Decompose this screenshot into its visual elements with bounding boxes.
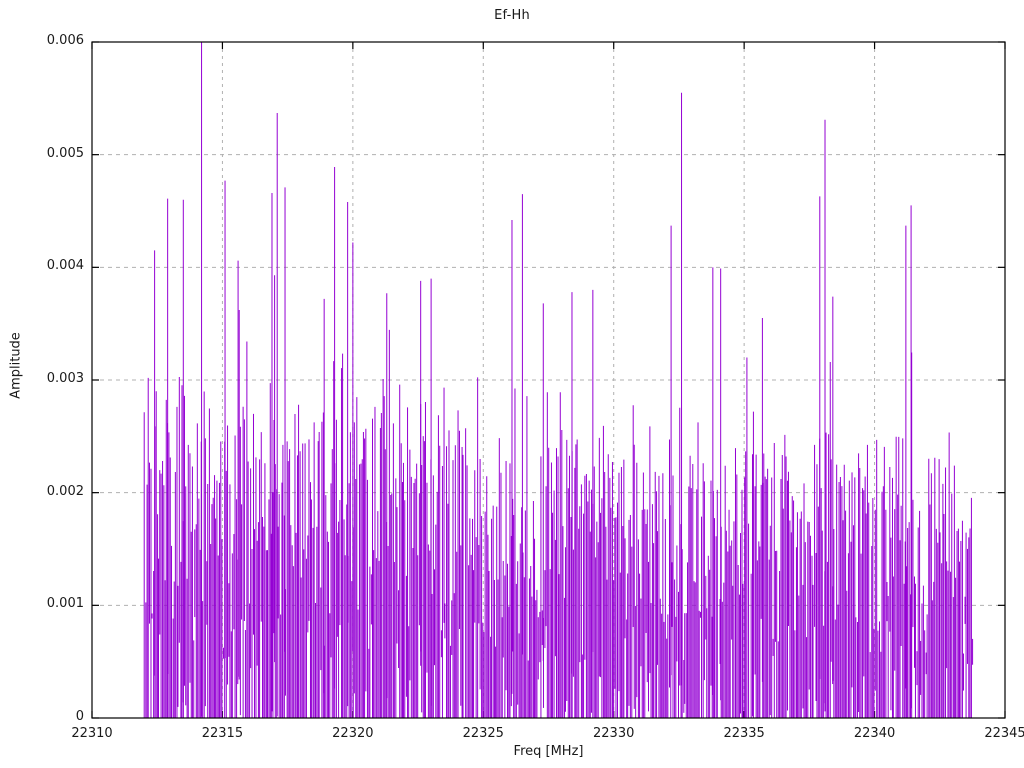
x-tick-label: 22335 [723,726,765,741]
spectrum-trace [143,42,974,718]
x-tick-label: 22320 [332,726,374,741]
x-tick-label: 22340 [853,726,896,741]
x-tick-label: 22315 [201,726,244,741]
y-tick-label: 0.002 [46,483,84,499]
x-tick-label: 22325 [462,726,504,741]
y-tick-label: 0.001 [46,596,84,612]
y-tick-label: 0.006 [46,33,84,48]
x-tick-label: 22345 [984,726,1024,741]
y-tick-label: 0.003 [46,371,84,386]
y-tick-label: 0.005 [46,145,84,161]
chart-title: Ef-Hh [494,8,530,23]
y-tick-label: 0.004 [46,258,84,274]
plot-border [91,41,1006,719]
y-tick-label: 0 [75,709,84,724]
x-axis-label: Freq [MHz] [513,744,584,759]
x-tick-label: 22330 [593,726,635,741]
x-tick-label: 22310 [71,726,113,741]
